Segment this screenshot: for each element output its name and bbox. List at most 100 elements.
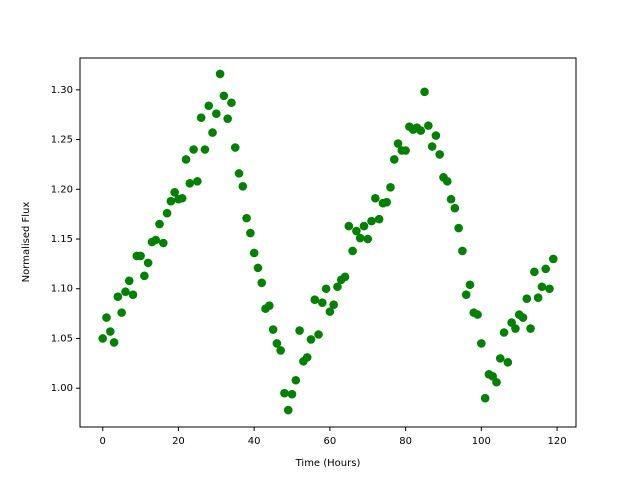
data-point bbox=[212, 109, 221, 118]
data-point bbox=[166, 196, 176, 206]
x-axis-label: Time (Hours) bbox=[295, 458, 361, 469]
data-point bbox=[143, 258, 153, 268]
data-point bbox=[208, 128, 217, 137]
data-point bbox=[246, 228, 255, 238]
data-point bbox=[280, 388, 289, 398]
data-point bbox=[249, 248, 259, 258]
data-point bbox=[302, 353, 312, 362]
data-point bbox=[151, 235, 161, 245]
x-tick-label: 120 bbox=[548, 436, 567, 447]
plot-frame bbox=[79, 57, 577, 428]
data-point bbox=[257, 278, 267, 288]
data-point bbox=[382, 197, 391, 207]
data-point bbox=[477, 339, 486, 348]
data-point bbox=[393, 139, 403, 148]
data-point bbox=[136, 251, 145, 261]
data-point bbox=[155, 219, 164, 229]
data-point bbox=[113, 292, 123, 302]
data-point bbox=[98, 334, 108, 343]
data-point bbox=[450, 203, 460, 213]
data-point bbox=[461, 290, 471, 300]
data-point bbox=[291, 375, 301, 385]
data-point bbox=[420, 87, 429, 97]
data-point bbox=[442, 177, 452, 186]
y-tick-label: 1.00 bbox=[51, 383, 73, 394]
y-axis-label: Normalised Flux bbox=[21, 202, 32, 283]
y-tick-label: 1.15 bbox=[51, 234, 73, 245]
data-point bbox=[458, 246, 467, 256]
data-point bbox=[314, 330, 323, 339]
data-point bbox=[492, 377, 501, 387]
data-point bbox=[268, 325, 278, 334]
data-point bbox=[306, 335, 316, 344]
data-point bbox=[495, 354, 505, 363]
data-point bbox=[189, 145, 198, 154]
data-point bbox=[318, 298, 327, 307]
data-point bbox=[503, 358, 513, 367]
y-tick-label: 1.10 bbox=[51, 284, 73, 295]
data-point bbox=[140, 271, 149, 281]
data-point bbox=[109, 338, 119, 347]
data-point bbox=[371, 193, 380, 203]
data-point bbox=[325, 307, 335, 316]
data-point bbox=[424, 121, 433, 130]
data-point bbox=[253, 263, 263, 273]
data-point bbox=[196, 113, 206, 122]
data-point bbox=[348, 246, 357, 256]
data-point bbox=[181, 155, 191, 164]
data-point bbox=[185, 179, 195, 188]
x-tick-label: 100 bbox=[472, 436, 491, 447]
data-point bbox=[473, 310, 482, 319]
data-point bbox=[242, 213, 251, 223]
data-point bbox=[435, 150, 444, 159]
data-point bbox=[276, 346, 285, 355]
y-tick-label: 1.30 bbox=[51, 85, 73, 96]
data-point bbox=[465, 280, 475, 290]
data-point bbox=[193, 177, 202, 186]
data-point bbox=[287, 389, 297, 399]
data-point bbox=[102, 313, 111, 322]
data-point bbox=[359, 221, 369, 231]
data-point bbox=[401, 146, 410, 155]
data-point bbox=[234, 169, 244, 178]
data-point bbox=[355, 233, 365, 243]
data-point bbox=[105, 327, 115, 336]
data-point bbox=[170, 187, 179, 197]
data-point bbox=[480, 393, 490, 403]
data-point bbox=[533, 293, 543, 303]
data-point bbox=[295, 326, 304, 335]
data-point bbox=[446, 194, 456, 204]
data-point bbox=[537, 282, 547, 292]
x-tick-label: 60 bbox=[324, 436, 337, 447]
data-point bbox=[367, 216, 376, 226]
data-point bbox=[548, 254, 558, 264]
data-point bbox=[204, 101, 214, 111]
data-point bbox=[321, 284, 331, 294]
data-point bbox=[374, 214, 384, 224]
data-point bbox=[333, 282, 342, 292]
data-point bbox=[499, 328, 509, 337]
data-point bbox=[522, 294, 532, 303]
data-point bbox=[431, 131, 441, 140]
data-point bbox=[158, 238, 168, 248]
data-point bbox=[162, 208, 172, 218]
data-point bbox=[340, 272, 350, 282]
data-point bbox=[200, 145, 210, 154]
data-point bbox=[121, 287, 130, 297]
data-point bbox=[386, 182, 395, 192]
x-tick-label: 20 bbox=[172, 436, 185, 447]
data-point bbox=[363, 234, 373, 244]
data-point bbox=[329, 300, 338, 309]
data-point bbox=[416, 126, 426, 135]
data-point bbox=[511, 324, 520, 333]
data-point bbox=[215, 69, 225, 79]
data-point bbox=[530, 267, 539, 277]
data-point bbox=[238, 182, 248, 191]
data-point bbox=[541, 264, 551, 274]
data-point bbox=[526, 324, 535, 333]
x-tick-label: 80 bbox=[399, 436, 412, 447]
y-tick-label: 1.25 bbox=[51, 135, 73, 146]
data-point bbox=[265, 301, 274, 310]
data-point bbox=[223, 114, 232, 123]
